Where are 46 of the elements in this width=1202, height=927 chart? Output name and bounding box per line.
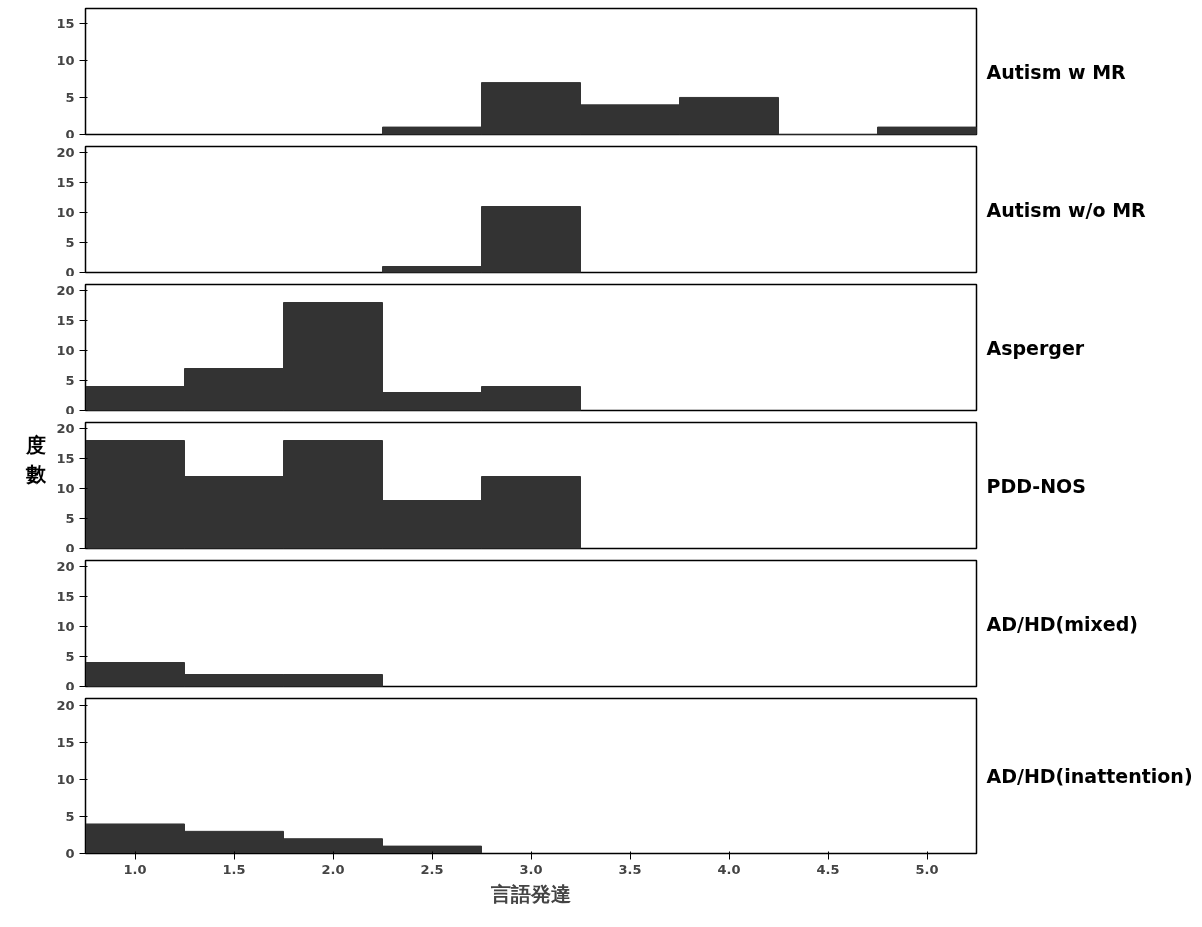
y-tick-label: 15: [56, 313, 75, 328]
x-tick-label: 2.5: [420, 861, 444, 877]
y-tick-label: 20: [56, 283, 75, 298]
text: AD/HD(mixed): [986, 612, 1139, 635]
y-tick-label: 0: [65, 402, 75, 418]
x-tick-label: 3.5: [618, 861, 642, 877]
y-tick-label: 5: [65, 235, 75, 250]
y-tick-label: 0: [65, 846, 75, 861]
y-tick-label: 10: [56, 481, 75, 496]
y-tick-label: 20: [56, 145, 75, 160]
text: PDD-NOS: [986, 474, 1086, 497]
y-tick-label: 5: [65, 89, 75, 105]
y-tick-label: 10: [56, 343, 75, 358]
x-tick-label: 2.0: [321, 861, 345, 877]
x-axis-title: 言語発達: [490, 881, 571, 906]
x-tick-label: 3.0: [519, 861, 543, 877]
y-tick-label: 10: [56, 619, 75, 634]
y-tick-label: 15: [56, 15, 75, 31]
y-tick-label: 0: [65, 540, 75, 556]
y-tick-label: 15: [56, 735, 75, 751]
x-tick-label: 1.5: [222, 861, 246, 877]
y-tick-label: 10: [56, 52, 75, 68]
y-tick-label: 20: [56, 559, 75, 574]
y-tick-label: 0: [65, 678, 75, 694]
x-tick-label: 1.0: [123, 861, 147, 877]
text: Asperger: [986, 336, 1085, 359]
y-tick-label: 5: [65, 809, 75, 825]
text: Autism w/o MR: [986, 198, 1147, 221]
y-tick-label: 5: [65, 373, 75, 388]
y-tick-label: 20: [56, 698, 75, 714]
y-tick-label: 15: [56, 451, 75, 466]
x-tick-label: 4.0: [717, 861, 741, 877]
y-tick-label: 10: [56, 772, 75, 788]
y-tick-label: 15: [56, 175, 75, 190]
y-tick-label: 15: [56, 589, 75, 604]
x-tick-label: 5.0: [915, 861, 939, 877]
text: Autism w MR: [986, 60, 1127, 83]
y-tick-label: 5: [65, 511, 75, 526]
text: AD/HD(inattention): [986, 765, 1193, 787]
x-tick-label: 4.5: [816, 861, 840, 877]
y-tick-label: 5: [65, 649, 75, 664]
y-tick-label: 10: [56, 205, 75, 220]
y-tick-label: 0: [65, 264, 75, 280]
y-tick-label: 20: [56, 421, 75, 436]
y-tick-label: 0: [65, 126, 75, 142]
y-axis-title: 度數: [24, 432, 47, 486]
